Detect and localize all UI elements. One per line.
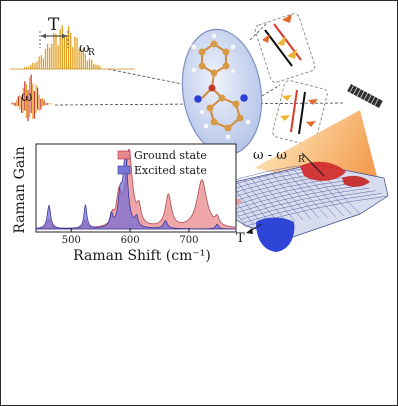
guide-bubble-box-top xyxy=(249,21,269,41)
legend-label-excited-state: Excited state xyxy=(134,164,207,177)
chart-legend: Ground state Excited state xyxy=(117,149,207,177)
raman-pulse-gold xyxy=(10,25,135,70)
raman-spectrum-chart: 500 600 700 Raman Gain Raman Shift (cm⁻¹) … xyxy=(12,143,237,264)
molecule-atoms xyxy=(190,32,252,141)
guide-line-upper xyxy=(107,68,193,87)
y-axis-label: Raman Gain xyxy=(12,146,28,233)
difference-frequency-subscript: R xyxy=(298,155,305,165)
surface-time-axis-label: T xyxy=(236,231,245,246)
legend-swatch-excited-state xyxy=(117,165,131,175)
x-axis-label: Raman Shift (cm⁻¹) xyxy=(73,248,211,264)
legend-label-ground-state: Ground state xyxy=(134,149,207,162)
vibration-mode-box-top xyxy=(254,13,316,83)
raman-frequency-label: ω xyxy=(79,41,90,56)
raman-frequency-subscript: R xyxy=(88,48,95,58)
pulse-delay-bracket xyxy=(39,31,69,48)
pulse-delay-label: T xyxy=(48,15,60,35)
x-tick-label: 600 xyxy=(121,235,140,246)
vibration-mode-box-bottom xyxy=(272,80,328,146)
x-tick-label: 500 xyxy=(62,235,81,246)
pump-pulse-red xyxy=(11,74,56,122)
pulse-waveforms xyxy=(10,25,135,122)
difference-frequency-label: ω - ω xyxy=(253,148,287,163)
difference-frequency-arrow xyxy=(301,152,325,177)
detector-grating-icon xyxy=(347,84,383,108)
guide-bubble-box-bottom xyxy=(261,84,281,97)
x-tick-label: 700 xyxy=(179,235,198,246)
legend-swatch-ground-state xyxy=(117,150,131,160)
spectrum-series-excited-state xyxy=(35,153,237,230)
pump-frequency-label: ω xyxy=(21,89,32,105)
molecule-bubble xyxy=(181,28,263,156)
